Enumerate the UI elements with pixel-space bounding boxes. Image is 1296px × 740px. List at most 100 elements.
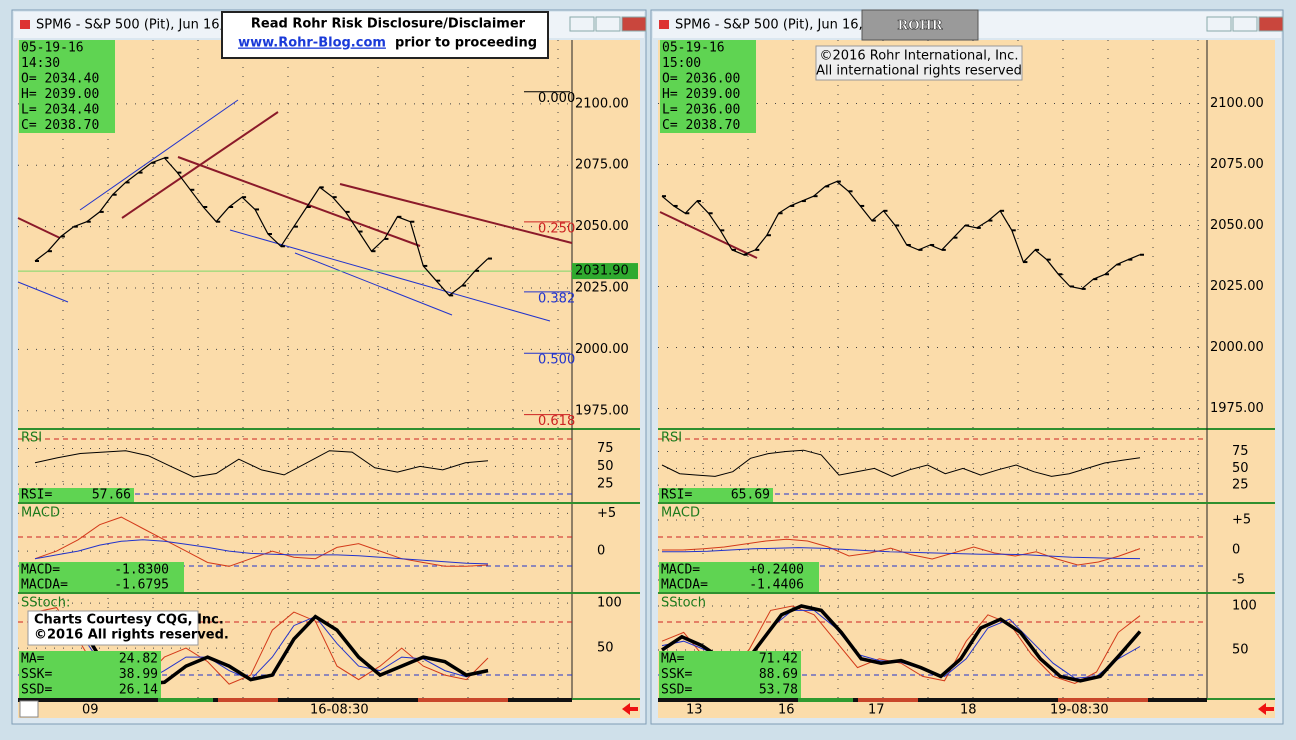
y-tick-label: 2075.00 (575, 158, 629, 173)
fib-label: 0.250 (538, 221, 575, 236)
info-line: O= 2036.00 (662, 72, 740, 87)
y-tick-label: 25 (1232, 478, 1249, 493)
y-tick-label: 2050.00 (575, 219, 629, 234)
window-button[interactable] (621, 16, 647, 32)
time-strip (158, 698, 213, 702)
info-line: 15:00 (662, 56, 701, 71)
y-tick-label: 0 (597, 544, 605, 559)
readout-value: 57.66 (92, 488, 131, 503)
window-button[interactable] (1258, 16, 1284, 32)
macda-line (662, 547, 1141, 560)
info-line: 14:30 (21, 56, 60, 71)
readout-value: -1.8300 (114, 563, 169, 578)
info-line: 05-19-16 (21, 41, 84, 56)
scroll-arrow[interactable] (1258, 703, 1274, 715)
x-tick-label: 17 (868, 703, 885, 718)
pane-label: SStoch (661, 596, 706, 611)
logo-box (861, 9, 979, 41)
pane-label: RSI (21, 431, 42, 446)
y-tick-label: 2050.00 (1210, 218, 1264, 233)
trend-line (659, 211, 758, 259)
chart-area (658, 40, 1275, 718)
y-tick-label: 100 (597, 596, 622, 611)
readout-label: MACD= (661, 563, 700, 578)
time-strip (1058, 698, 1148, 702)
readout-label: SSD= (661, 683, 692, 698)
x-tick-label: 09 (82, 703, 99, 718)
readout-value: 71.42 (759, 652, 798, 667)
readout-value: 24.82 (119, 652, 158, 667)
readout-label: SSK= (661, 667, 692, 682)
time-strip (658, 698, 1207, 702)
time-strip (858, 698, 918, 702)
readout-label: SSK= (21, 667, 52, 682)
scroll-arrow[interactable] (622, 703, 638, 715)
window-button[interactable] (1232, 16, 1258, 32)
info-line: O= 2034.40 (21, 72, 99, 87)
info-line: L= 2036.00 (662, 103, 740, 118)
trend-line (17, 281, 69, 303)
y-tick-label: 2000.00 (575, 342, 629, 357)
x-tick-label: 16-08:30 (310, 703, 369, 718)
price-line (34, 157, 489, 297)
readout-value: -1.6795 (114, 578, 169, 593)
macda-line (34, 539, 489, 565)
copyright-line: All international rights reserved (816, 64, 1022, 79)
copyright-box (815, 45, 1023, 81)
readout-value: 38.99 (119, 667, 158, 682)
pane-label: RSI (661, 431, 682, 446)
x-tick-label: 19-08:30 (1050, 703, 1109, 718)
courtesy-box (27, 610, 199, 646)
rsi-line (661, 449, 1141, 477)
readout-label: MA= (21, 652, 45, 667)
time-strip (418, 698, 508, 702)
readout-label: RSI= (661, 488, 692, 503)
time-strip (218, 698, 278, 702)
price-line (661, 180, 1141, 290)
rsi-line (34, 450, 489, 478)
scroll-box[interactable] (19, 700, 39, 718)
courtesy-line: Charts Courtesy CQG, Inc. (34, 613, 224, 628)
readout-label: SSD= (21, 683, 52, 698)
trend-line (229, 229, 551, 322)
info-line: 05-19-16 (662, 41, 725, 56)
window-title: SPM6 - S&P 500 (Pit), Jun 16, 60 Min (36, 18, 272, 33)
readout-value: 65.69 (731, 488, 770, 503)
y-tick-label: 25 (597, 477, 614, 492)
readout-value: +0.2400 (749, 563, 804, 578)
readout-box (19, 562, 184, 592)
y-tick-label: 50 (1232, 643, 1249, 658)
trend-line (177, 156, 421, 247)
fib-label: 0.000 (538, 91, 575, 106)
trend-line (79, 99, 239, 211)
pane-label: MACD (21, 506, 60, 521)
readout-label: MACDA= (21, 578, 68, 593)
trend-line (339, 183, 573, 244)
y-tick-label: 50 (597, 641, 614, 656)
y-tick-label: 2075.00 (1210, 157, 1264, 172)
y-tick-label: 0 (1232, 543, 1240, 558)
fib-label: 0.382 (538, 291, 575, 306)
app-icon (20, 20, 30, 29)
info-line: H= 2039.00 (21, 87, 99, 102)
y-tick-label: 2025.00 (1210, 279, 1264, 294)
trend-line (294, 252, 453, 316)
pane-label: SStoch: (21, 596, 70, 611)
readout-value: 53.78 (759, 683, 798, 698)
y-tick-label: 2025.00 (575, 281, 629, 296)
readout-box (659, 562, 819, 592)
time-strip (18, 698, 572, 702)
info-box (19, 40, 115, 133)
window-button[interactable] (569, 16, 595, 32)
last-price-label: 2031.90 (575, 264, 629, 279)
disclaimer-rest: prior to proceeding (395, 36, 537, 51)
fib-label: 0.618 (538, 414, 575, 429)
y-tick-label: 75 (1232, 444, 1249, 459)
window-button[interactable] (1206, 16, 1232, 32)
disclaimer-link[interactable]: www.Rohr-Blog.com (238, 36, 386, 51)
copyright-line: ©2016 Rohr International, Inc. (820, 49, 1019, 64)
window-button[interactable] (595, 16, 621, 32)
readout-value: -1.4406 (749, 578, 804, 593)
